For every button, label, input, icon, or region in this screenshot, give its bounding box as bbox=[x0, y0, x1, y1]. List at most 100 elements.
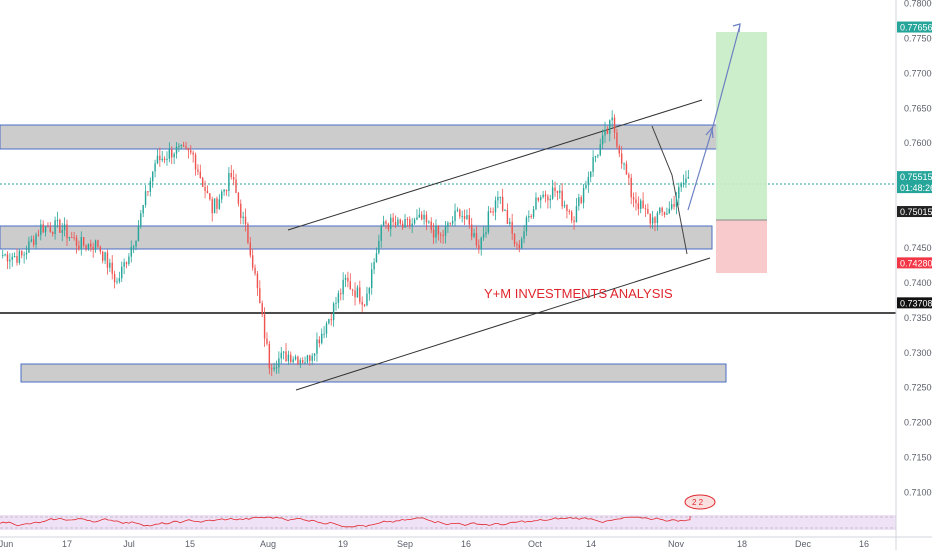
candle-up bbox=[275, 360, 278, 374]
candle-up bbox=[597, 154, 599, 159]
countdown-label: 01:48:26 bbox=[900, 183, 932, 193]
candle-up bbox=[56, 211, 59, 228]
candle-up bbox=[497, 190, 499, 209]
candle-down bbox=[197, 164, 199, 176]
candle-down bbox=[244, 208, 247, 232]
time-tick-label: 16 bbox=[461, 539, 471, 549]
candle-up bbox=[304, 356, 306, 365]
candle-down bbox=[16, 248, 18, 266]
candle-down bbox=[32, 235, 35, 248]
candle-down bbox=[642, 192, 644, 209]
candle-up bbox=[35, 232, 37, 250]
candle-up bbox=[61, 223, 63, 242]
candle-down bbox=[573, 216, 575, 230]
candle-down bbox=[625, 160, 628, 175]
candle-up bbox=[456, 207, 459, 213]
candle-down bbox=[635, 192, 637, 211]
price-tag: 0.74280 bbox=[897, 257, 932, 269]
candlestick-series bbox=[2, 110, 690, 377]
candle-up bbox=[668, 201, 671, 214]
candle-up bbox=[132, 244, 135, 254]
candle-down bbox=[618, 144, 621, 158]
candle-up bbox=[109, 258, 111, 273]
candle-down bbox=[425, 211, 428, 231]
candle-up bbox=[656, 210, 659, 231]
candle-down bbox=[613, 114, 616, 140]
candle-up bbox=[121, 261, 123, 282]
candle-up bbox=[380, 224, 382, 248]
candle-down bbox=[394, 215, 397, 229]
candle-up bbox=[273, 362, 275, 372]
candle-down bbox=[268, 340, 271, 375]
candle-up bbox=[373, 258, 375, 274]
candle-down bbox=[385, 219, 387, 229]
projection-path[interactable] bbox=[651, 125, 688, 255]
candle-down bbox=[216, 196, 218, 214]
event-marker-icon[interactable]: 2 2 bbox=[684, 494, 716, 510]
candle-down bbox=[399, 218, 401, 226]
candle-down bbox=[47, 222, 49, 228]
channel-lower-line[interactable] bbox=[295, 257, 711, 391]
candle-up bbox=[44, 226, 47, 237]
candle-up bbox=[585, 180, 587, 190]
candle-up bbox=[447, 221, 449, 234]
candle-up bbox=[590, 171, 592, 183]
price-tag-label: 0.75015 bbox=[900, 207, 932, 217]
candle-down bbox=[235, 173, 237, 194]
candle-up bbox=[378, 234, 380, 255]
time-tick-label: 15 bbox=[185, 539, 195, 549]
candle-up bbox=[332, 301, 335, 327]
price-tag: 0.75015 bbox=[897, 206, 932, 218]
support-zone-middle[interactable] bbox=[0, 225, 713, 250]
candle-down bbox=[340, 288, 342, 301]
candle-down bbox=[530, 213, 532, 219]
candle-up bbox=[563, 200, 566, 209]
time-tick-label: Jul bbox=[123, 539, 135, 549]
candle-up bbox=[180, 144, 182, 150]
candle-up bbox=[175, 141, 178, 159]
candle-down bbox=[185, 141, 187, 150]
long-position-profit-zone[interactable] bbox=[716, 32, 767, 220]
candle-up bbox=[342, 272, 344, 301]
candle-up bbox=[306, 354, 309, 364]
candle-down bbox=[101, 250, 104, 264]
candle-down bbox=[354, 282, 356, 306]
candle-up bbox=[213, 198, 216, 214]
candle-up bbox=[4, 253, 6, 257]
candle-up bbox=[509, 217, 511, 227]
channel-upper-line[interactable] bbox=[287, 99, 703, 231]
candle-down bbox=[511, 213, 513, 241]
candle-up bbox=[423, 209, 425, 225]
long-position-stop-zone[interactable] bbox=[716, 220, 767, 273]
candle-up bbox=[594, 155, 597, 163]
candle-down bbox=[554, 181, 556, 197]
candle-up bbox=[154, 159, 156, 178]
price-axis[interactable]: 0.780000.775000.770000.765000.760000.755… bbox=[904, 0, 932, 498]
candle-up bbox=[128, 253, 130, 266]
candle-up bbox=[549, 194, 551, 209]
candle-up bbox=[466, 209, 468, 220]
candle-down bbox=[409, 216, 411, 230]
candle-up bbox=[87, 243, 90, 251]
support-zone-lower[interactable] bbox=[20, 363, 727, 383]
candle-down bbox=[420, 211, 423, 221]
price-tag-label: 0.75515 bbox=[900, 172, 932, 182]
candle-up bbox=[601, 129, 604, 149]
candle-up bbox=[94, 239, 97, 253]
candle-up bbox=[25, 245, 28, 260]
candle-down bbox=[259, 280, 261, 304]
candle-down bbox=[66, 219, 68, 247]
candle-down bbox=[309, 354, 311, 366]
candle-up bbox=[411, 218, 413, 234]
time-axis[interactable]: Jun 17 Jul 15 Aug 19 Sep 16 Oct 14 Nov 18 Dec 16 bbox=[0, 539, 869, 549]
candle-up bbox=[356, 285, 359, 298]
candle-up bbox=[494, 196, 497, 221]
analysis-watermark: Y+M INVESTMENTS ANALYSIS bbox=[484, 286, 673, 301]
candle-up bbox=[487, 206, 490, 235]
candle-up bbox=[609, 119, 611, 142]
